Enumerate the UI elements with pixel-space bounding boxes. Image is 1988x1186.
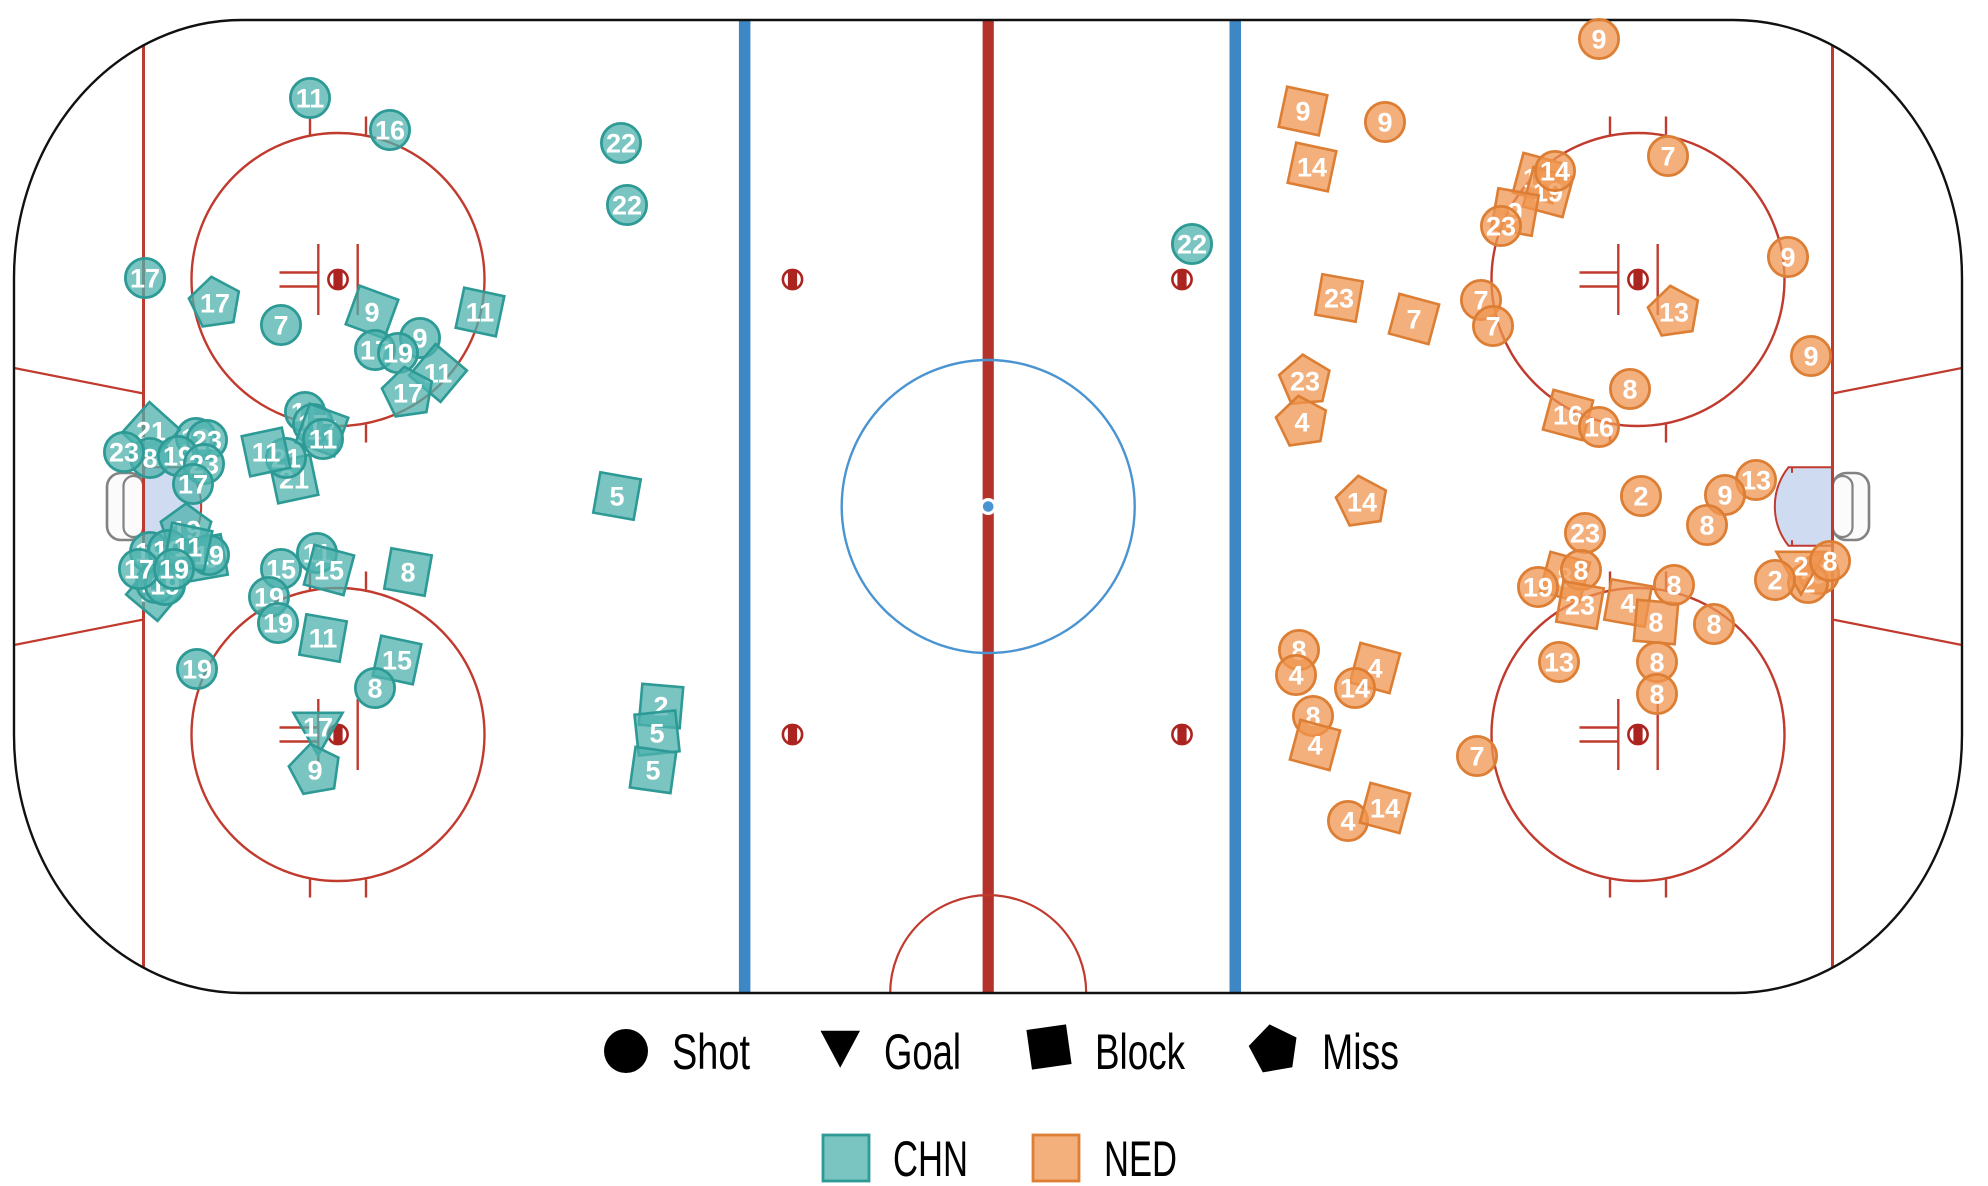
svg-text:22: 22 [612, 191, 642, 221]
svg-text:7: 7 [1406, 305, 1421, 335]
svg-text:19: 19 [263, 609, 293, 639]
svg-text:13: 13 [1741, 466, 1771, 496]
svg-text:8: 8 [400, 558, 415, 588]
svg-text:9: 9 [1295, 97, 1310, 127]
svg-text:2: 2 [1793, 552, 1808, 582]
svg-text:11: 11 [296, 84, 325, 114]
svg-text:13: 13 [1659, 298, 1689, 328]
svg-text:14: 14 [1340, 674, 1370, 704]
svg-text:4: 4 [1340, 807, 1355, 837]
svg-text:8: 8 [142, 444, 157, 474]
svg-text:11: 11 [252, 438, 281, 468]
svg-text:9: 9 [1803, 342, 1818, 372]
svg-text:11: 11 [309, 425, 338, 455]
svg-text:Block: Block [1095, 1024, 1186, 1080]
svg-text:23: 23 [1290, 367, 1320, 397]
svg-text:8: 8 [1699, 511, 1714, 541]
svg-text:4: 4 [1294, 408, 1309, 438]
svg-text:8: 8 [367, 674, 382, 704]
svg-text:9: 9 [1780, 243, 1795, 273]
svg-text:19: 19 [159, 555, 189, 585]
svg-text:22: 22 [1177, 230, 1207, 260]
svg-text:14: 14 [1370, 794, 1400, 824]
svg-text:17: 17 [130, 264, 160, 294]
svg-text:16: 16 [375, 116, 405, 146]
svg-text:19: 19 [1523, 573, 1553, 603]
svg-text:17: 17 [303, 713, 333, 743]
svg-text:19: 19 [383, 339, 413, 369]
svg-text:17: 17 [393, 379, 423, 409]
svg-text:23: 23 [1565, 591, 1595, 621]
svg-text:9: 9 [1591, 25, 1606, 55]
svg-text:Shot: Shot [672, 1024, 750, 1080]
svg-text:14: 14 [1297, 153, 1327, 183]
svg-text:13: 13 [1544, 648, 1574, 678]
svg-text:2: 2 [1633, 482, 1648, 512]
svg-text:17: 17 [178, 470, 208, 500]
svg-text:23: 23 [109, 438, 139, 468]
svg-text:4: 4 [1620, 589, 1635, 619]
svg-text:17: 17 [124, 555, 154, 585]
svg-text:7: 7 [273, 311, 288, 341]
svg-text:8: 8 [1649, 680, 1664, 710]
svg-text:8: 8 [1706, 610, 1721, 640]
svg-text:5: 5 [649, 719, 664, 749]
svg-text:5: 5 [645, 756, 660, 786]
svg-text:14: 14 [1347, 488, 1377, 518]
svg-text:9: 9 [1717, 481, 1732, 511]
svg-text:CHN: CHN [893, 1131, 968, 1186]
svg-text:22: 22 [606, 129, 636, 159]
svg-text:14: 14 [1540, 157, 1570, 187]
svg-text:Miss: Miss [1322, 1024, 1399, 1080]
svg-text:17: 17 [200, 289, 230, 319]
svg-text:NED: NED [1104, 1131, 1177, 1186]
svg-text:15: 15 [382, 646, 412, 676]
svg-text:8: 8 [1622, 375, 1637, 405]
svg-text:7: 7 [1485, 312, 1500, 342]
svg-text:8: 8 [1648, 608, 1663, 638]
svg-text:16: 16 [1584, 413, 1614, 443]
svg-text:11: 11 [309, 624, 338, 654]
svg-text:4: 4 [1288, 661, 1303, 691]
svg-text:16: 16 [1553, 401, 1583, 431]
svg-text:9: 9 [1377, 108, 1392, 138]
svg-text:9: 9 [307, 756, 322, 786]
svg-text:5: 5 [609, 482, 624, 512]
svg-text:8: 8 [1573, 556, 1588, 586]
svg-text:8: 8 [1649, 648, 1664, 678]
svg-text:23: 23 [1324, 284, 1354, 314]
svg-text:15: 15 [314, 556, 344, 586]
svg-text:7: 7 [1469, 742, 1484, 772]
svg-text:7: 7 [1660, 142, 1675, 172]
svg-text:8: 8 [1822, 547, 1837, 577]
svg-text:11: 11 [466, 298, 495, 328]
svg-text:23: 23 [1570, 519, 1600, 549]
svg-text:19: 19 [182, 655, 212, 685]
svg-text:Goal: Goal [884, 1024, 961, 1080]
svg-text:4: 4 [1307, 731, 1322, 761]
svg-text:2: 2 [1767, 566, 1782, 596]
svg-text:8: 8 [1666, 571, 1681, 601]
svg-text:9: 9 [364, 298, 379, 328]
svg-text:23: 23 [1486, 212, 1516, 242]
